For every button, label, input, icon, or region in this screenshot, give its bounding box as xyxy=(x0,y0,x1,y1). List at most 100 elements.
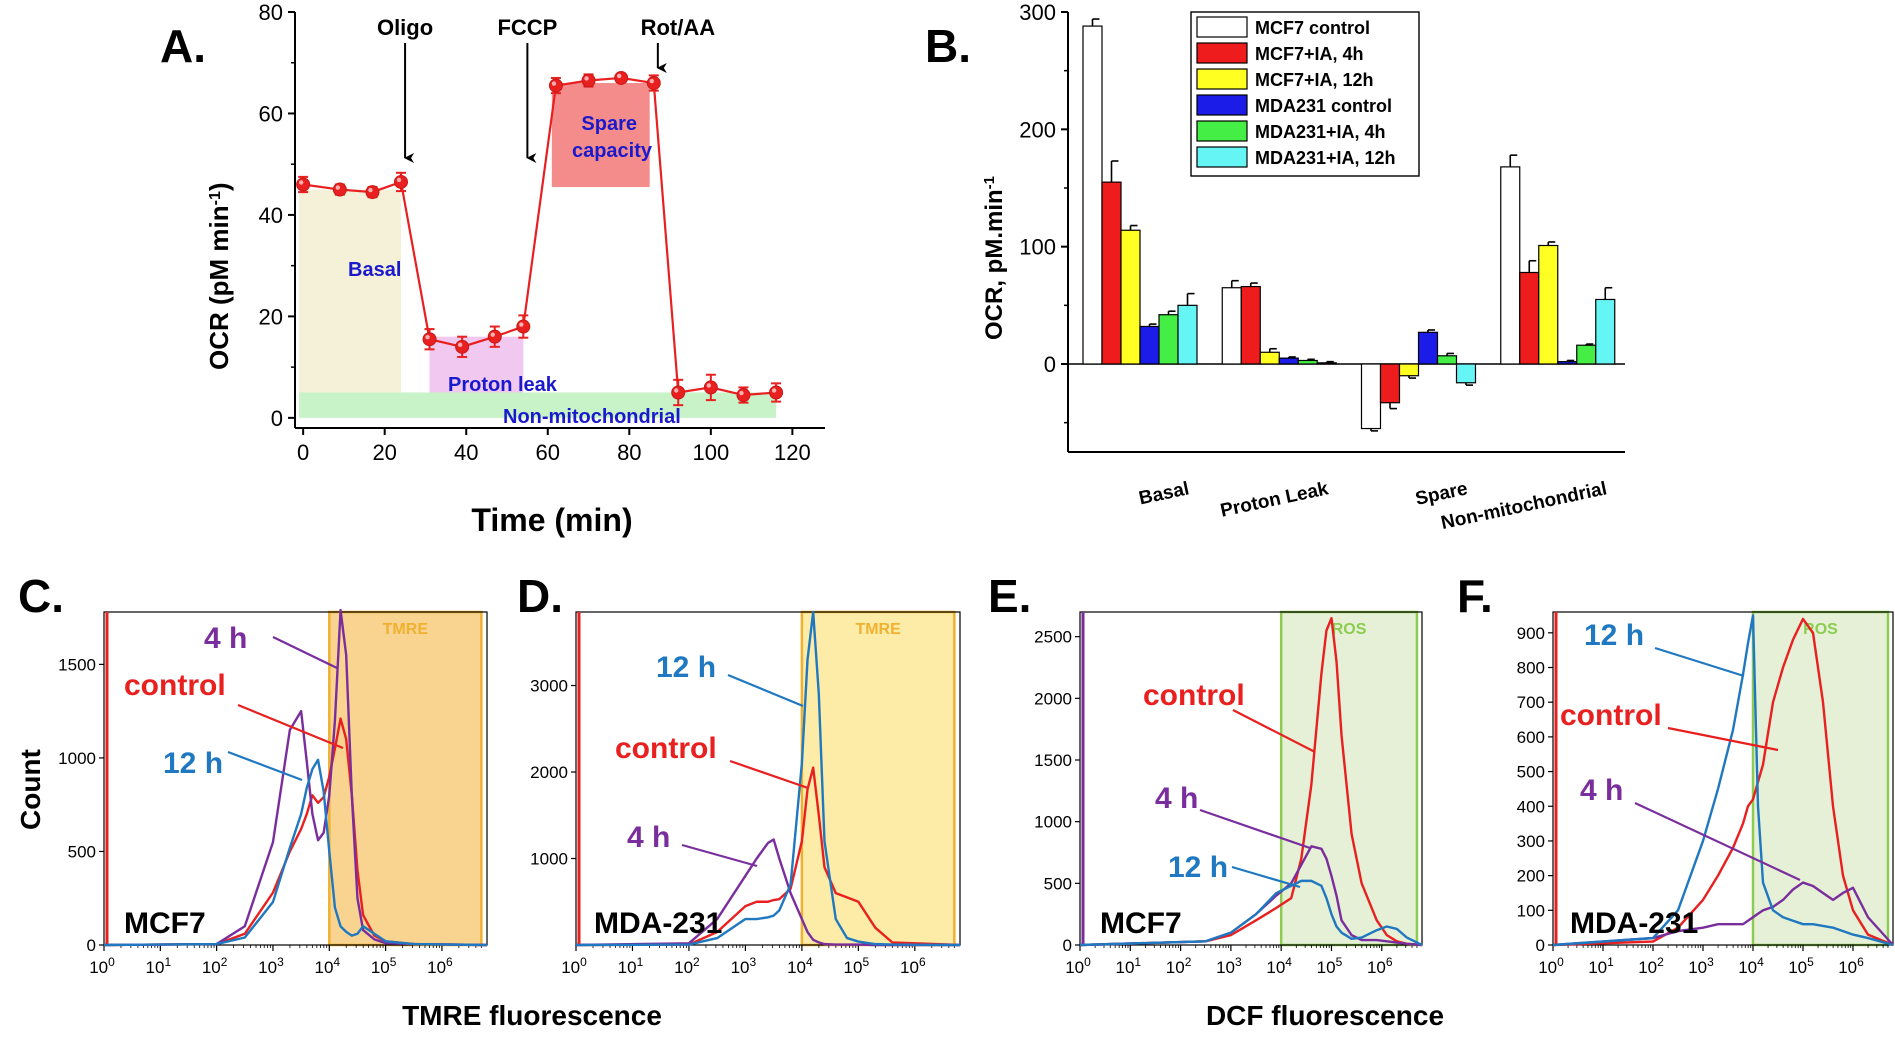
histogram-12-h xyxy=(1552,614,1894,947)
region-label-non-mitochondrial: Non-mitochondrial xyxy=(503,406,681,428)
histogram-4-h xyxy=(1552,881,1894,947)
xtick-label: 105 xyxy=(1788,955,1814,977)
series-label-t4: 4 h xyxy=(1580,774,1623,807)
legend-swatch xyxy=(1196,94,1248,116)
panel-a-ytick-label: 40 xyxy=(259,203,283,228)
series-pointer-t4 xyxy=(1199,808,1311,850)
panel-a-point-highlight xyxy=(551,81,557,86)
panel-a-point xyxy=(296,177,311,192)
ytick-label: 700 xyxy=(1517,693,1545,712)
xtick-label: 103 xyxy=(258,955,284,977)
legend-label: MDA231+IA, 12h xyxy=(1255,148,1396,168)
bar xyxy=(1177,304,1198,365)
xtick-label: 105 xyxy=(1317,955,1343,977)
panel-a-point-highlight xyxy=(457,342,463,348)
panel-a-xtick-label: 100 xyxy=(692,440,729,465)
ytick-label: 500 xyxy=(1517,763,1545,782)
series-label-control: control xyxy=(1560,699,1662,732)
ytick-label: 500 xyxy=(1044,874,1072,893)
ytick-label: 2000 xyxy=(530,763,568,782)
gate-label: TMRE xyxy=(383,621,429,638)
bar xyxy=(1455,363,1477,384)
xtick-label: 100 xyxy=(1538,955,1564,977)
series-pointer-control xyxy=(237,703,344,750)
bar xyxy=(1557,361,1578,365)
ytick-label: 800 xyxy=(1517,659,1545,678)
gate-label: TMRE xyxy=(855,621,901,638)
panel-a-point xyxy=(548,78,563,93)
panel-a-point xyxy=(703,380,718,395)
panel-a-point-highlight xyxy=(674,388,679,393)
xtick-label: 104 xyxy=(1266,955,1292,977)
panel-b-ytick-label: 100 xyxy=(1019,235,1056,260)
ytick-label: 900 xyxy=(1517,624,1545,643)
panel-a-y-axis-title-sup: -1 xyxy=(207,191,224,205)
tmre-x-axis-title: TMRE fluorescence xyxy=(402,1000,662,1031)
region-proton-leak xyxy=(429,336,524,393)
bar xyxy=(1379,363,1401,404)
ytick-label: 1500 xyxy=(58,655,96,674)
histogram-control xyxy=(103,717,488,947)
panel-e: E. ROS 0 500 1000 1500 2000 2500 100 101 102 103 104… xyxy=(988,570,1423,977)
histogram-control xyxy=(575,766,961,947)
ytick-label: 1000 xyxy=(58,749,96,768)
legend-label: MCF7 control xyxy=(1255,18,1370,38)
series-label-t12: 12 h xyxy=(1584,619,1644,652)
category-label: Spare xyxy=(1414,478,1470,510)
panel-a-point xyxy=(516,319,531,334)
panel-a-point xyxy=(671,385,686,400)
series-label-t12: 12 h xyxy=(656,651,716,684)
histogram-control xyxy=(1079,616,1423,947)
bar xyxy=(1595,298,1616,365)
bar xyxy=(1278,357,1299,365)
panel-a-point xyxy=(365,185,380,200)
gate-label: ROS xyxy=(1332,621,1367,638)
ytick-label: 0 xyxy=(1063,936,1072,955)
series-label-control: control xyxy=(615,732,717,765)
legend-label: MDA231 control xyxy=(1255,96,1392,116)
xtick-label: 106 xyxy=(900,955,926,977)
legend-swatch xyxy=(1196,146,1248,168)
bar xyxy=(1500,166,1521,365)
series-pointer-control xyxy=(729,759,809,790)
panel-b-y-axis-title-main: OCR, pM.min xyxy=(981,189,1008,340)
legend-swatch xyxy=(1196,120,1248,142)
panel-b-y-axis-title: OCR, pM.min-1 xyxy=(981,176,1009,340)
panel-a-point-highlight xyxy=(519,322,524,327)
ytick-label: 300 xyxy=(1517,832,1545,851)
panel-b-ytick-label: 300 xyxy=(1019,0,1056,25)
legend-label: MCF7+IA, 12h xyxy=(1255,70,1374,90)
xtick-label: 106 xyxy=(427,955,453,977)
panel-a-point-highlight xyxy=(616,73,622,79)
region-label-basal: Basal xyxy=(348,259,401,281)
xtick-label: 104 xyxy=(314,955,340,977)
panel-a-point-highlight xyxy=(298,180,304,185)
xtick-label: 100 xyxy=(89,955,115,977)
bar xyxy=(1101,181,1122,365)
ytick-label: 1000 xyxy=(530,850,568,869)
panel-a-point xyxy=(422,332,437,347)
xtick-label: 103 xyxy=(1688,955,1714,977)
series-pointer-t12 xyxy=(727,673,804,708)
xtick-label: 102 xyxy=(1166,955,1192,977)
legend-swatch xyxy=(1196,68,1248,90)
xtick-label: 103 xyxy=(731,955,757,977)
xtick-label: 102 xyxy=(202,955,228,977)
ytick-label: 100 xyxy=(1517,901,1545,920)
bar xyxy=(1538,244,1559,365)
flow-count-y-title: Count xyxy=(15,749,46,830)
plot-frame xyxy=(1079,611,1423,946)
xtick-label: 102 xyxy=(674,955,700,977)
panel-a-x-axis-title: Time (min) xyxy=(471,502,632,538)
bar xyxy=(1120,229,1141,365)
bar xyxy=(1436,355,1458,365)
panel-a-y-axis-title-end: ) xyxy=(204,182,234,191)
plot-frame xyxy=(103,611,488,946)
panel-a-point xyxy=(487,329,502,344)
xtick-label: 101 xyxy=(618,955,644,977)
panel-a-point-highlight xyxy=(739,390,744,396)
ytick-label: 500 xyxy=(68,842,96,861)
bar xyxy=(1297,359,1318,365)
xtick-label: 105 xyxy=(844,955,870,977)
